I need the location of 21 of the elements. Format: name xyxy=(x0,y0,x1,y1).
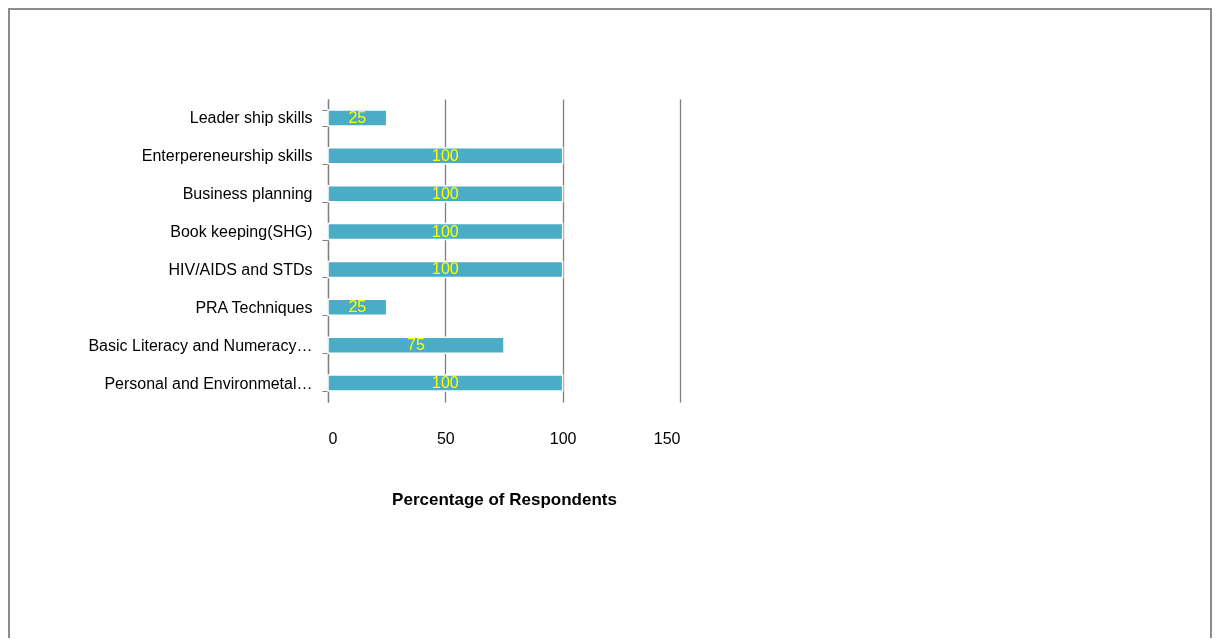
x-tick-label: 100 xyxy=(549,429,577,447)
y-tick-label: Business planning xyxy=(182,185,313,203)
data-label: 100 xyxy=(431,260,459,278)
x-tick-label: 50 xyxy=(436,429,455,447)
x-tick-label: 150 xyxy=(653,429,681,447)
data-label: 75 xyxy=(407,336,425,354)
x-tick-label: 0 xyxy=(328,429,338,447)
y-tick-label: Basic Literacy and Numeracy… xyxy=(88,336,313,354)
data-label: 25 xyxy=(348,298,367,316)
y-tick-label: PRA Techniques xyxy=(195,298,313,316)
y-tick-label: Personal and Environmetal… xyxy=(104,374,313,392)
y-tick-label: Enterpereneurship skills xyxy=(141,147,313,165)
data-label: 100 xyxy=(431,146,459,164)
data-label: 100 xyxy=(431,374,459,392)
data-label: 100 xyxy=(431,184,459,202)
data-label: 25 xyxy=(348,108,367,126)
y-tick-label: Book keeping(SHG) xyxy=(170,223,313,241)
x-axis-title: Percentage of Respondents xyxy=(392,489,617,509)
y-tick-label: HIV/AIDS and STDs xyxy=(168,260,313,278)
data-label: 100 xyxy=(431,222,459,240)
y-tick-label: Leader ship skills xyxy=(189,109,313,127)
